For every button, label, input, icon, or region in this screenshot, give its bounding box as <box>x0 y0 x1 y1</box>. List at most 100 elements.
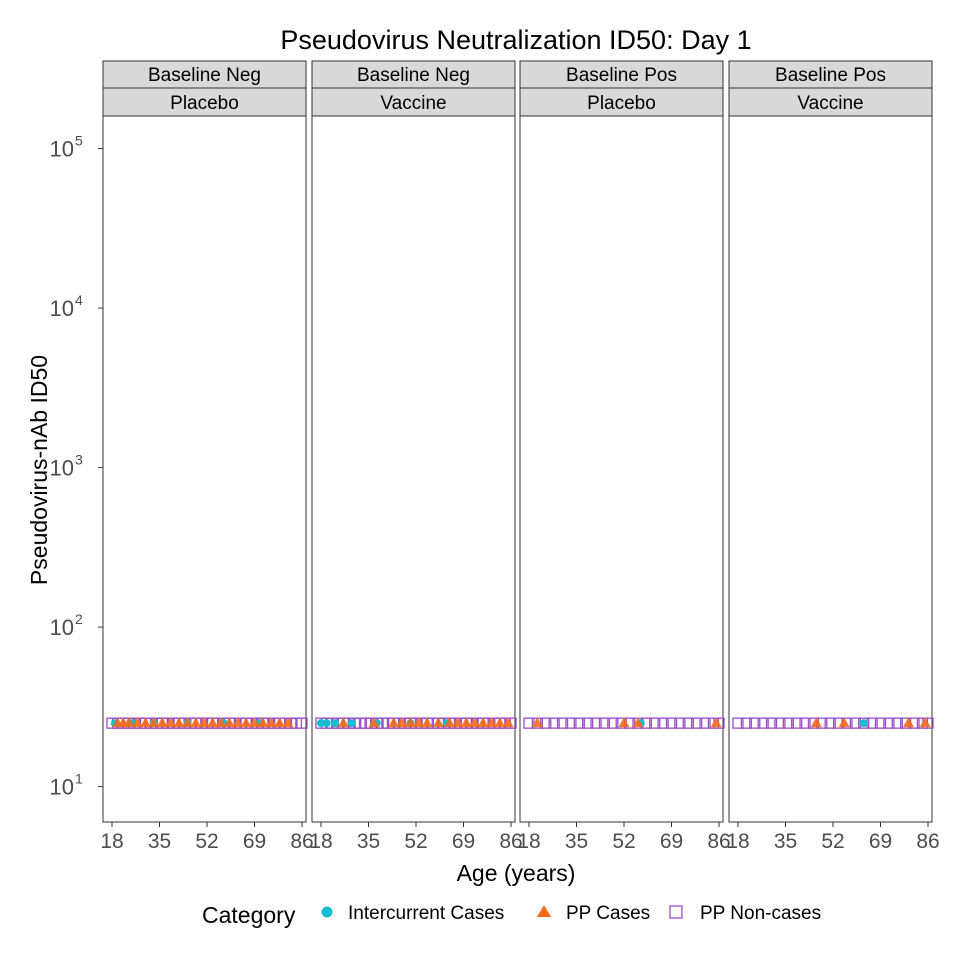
strip-top-box <box>519 60 724 89</box>
x-tick-label: 52 <box>821 830 844 853</box>
legend-title: Category <box>202 902 296 928</box>
x-axis-title: Age (years) <box>457 860 576 886</box>
strip-bottom-label: Placebo <box>170 93 239 114</box>
x-tick-label: 52 <box>404 830 427 853</box>
x-tick-label: 18 <box>309 830 332 853</box>
x-tick-label: 86 <box>499 830 522 853</box>
pp-case-point <box>404 717 416 728</box>
panel-plot-area <box>519 115 724 823</box>
x-tick-label: 35 <box>774 830 797 853</box>
pp-noncase-point <box>757 717 769 729</box>
pp-case-point <box>265 717 277 728</box>
x-tick-label: 69 <box>869 830 892 853</box>
intercurrent-point <box>330 719 339 728</box>
pp-noncase-point <box>799 717 811 729</box>
strip-bottom-label: Vaccine <box>380 93 446 114</box>
panel-4: Baseline Pos Vaccine 18 35 52 69 86 <box>726 60 940 853</box>
pp-noncase-point <box>582 717 594 729</box>
x-tick-label: 18 <box>726 830 749 853</box>
pp-case-point <box>282 717 294 728</box>
legend-intercurrent-icon <box>321 906 333 918</box>
pp-noncase-point <box>749 717 761 729</box>
panel-plot-area <box>728 115 933 823</box>
y-tick-base: 10 <box>50 456 74 481</box>
pp-noncase-point <box>858 717 870 729</box>
pp-case-point <box>207 717 219 728</box>
pp-case-point <box>198 717 210 728</box>
pp-noncase-point <box>791 717 803 729</box>
pp-noncase-point <box>523 717 535 729</box>
x-tick-label: 86 <box>916 830 939 853</box>
strip-top-box <box>311 60 516 89</box>
pp-noncase-point <box>690 717 703 729</box>
pp-case-point <box>368 717 380 728</box>
pp-noncase-point <box>874 717 887 729</box>
x-tick-label: 18 <box>100 830 123 853</box>
y-axis-title: Pseudovirus-nAb ID50 <box>26 355 52 585</box>
pp-case-point <box>223 717 235 728</box>
pp-case-point <box>919 717 931 728</box>
pp-case-point <box>140 717 152 728</box>
strip-top-label: Baseline Neg <box>357 65 470 86</box>
y-tick-exponent: 3 <box>75 452 83 468</box>
y-tick-exponent: 1 <box>75 771 83 787</box>
pp-case-point <box>148 717 160 728</box>
pp-case-point <box>240 717 252 728</box>
pp-noncase-point <box>548 717 560 729</box>
pp-noncase-point <box>674 717 686 729</box>
y-tick-exponent: 2 <box>75 611 83 627</box>
pp-case-point <box>531 717 543 728</box>
pp-case-point <box>421 717 433 728</box>
pp-case-point <box>274 717 286 728</box>
legend: Category Intercurrent Cases PP Cases PP No… <box>202 902 821 928</box>
panel-2: Baseline Neg Vaccine 18 35 52 69 86 <box>309 60 523 853</box>
pp-noncase-point <box>699 717 711 729</box>
pp-case-point <box>131 717 143 728</box>
pp-case-point <box>810 717 822 728</box>
pp-noncase-point <box>891 717 903 729</box>
x-tick-label: 18 <box>517 830 540 853</box>
pp-case-point <box>173 717 185 728</box>
pp-noncase-point <box>607 717 619 729</box>
pp-noncase-point <box>598 717 611 729</box>
pp-noncase-point <box>682 717 694 729</box>
pp-case-point <box>902 717 914 728</box>
x-tick-label: 52 <box>195 830 218 853</box>
pp-case-point <box>494 717 506 728</box>
pp-case-point <box>232 717 244 728</box>
x-tick-label: 52 <box>612 830 635 853</box>
pp-case-point <box>257 717 269 728</box>
strip-top-label: Baseline Pos <box>775 65 886 86</box>
strip-bottom-label: Vaccine <box>797 93 863 114</box>
pp-noncase-point <box>590 717 602 729</box>
y-tick-exponent: 4 <box>75 292 83 308</box>
pp-case-point <box>123 717 135 728</box>
pp-case-point <box>460 717 472 728</box>
y-tick-base: 10 <box>50 296 74 321</box>
panel-3: Baseline Pos Placebo 18 35 52 69 86 <box>517 60 731 853</box>
pp-case-point <box>413 717 425 728</box>
pp-case-point <box>452 717 464 728</box>
pp-case-point <box>632 717 644 728</box>
pp-case-point <box>388 717 400 728</box>
pp-case-point <box>469 717 481 728</box>
pp-noncase-point <box>765 717 778 729</box>
pp-case-point <box>432 717 444 728</box>
strip-top-box <box>102 60 307 89</box>
pp-case-point <box>444 717 456 728</box>
pp-noncase-point <box>774 717 786 729</box>
pp-noncase-point <box>665 717 678 729</box>
strip-bottom-label: Placebo <box>587 93 656 114</box>
x-tick-label: 69 <box>660 830 683 853</box>
x-tick-label: 35 <box>148 830 171 853</box>
pp-noncase-point <box>540 717 552 729</box>
x-tick-label: 69 <box>452 830 475 853</box>
legend-label: PP Cases <box>566 903 650 924</box>
y-tick-exponent: 5 <box>75 133 83 149</box>
pp-noncase-point <box>573 717 585 729</box>
pp-case-point <box>249 717 260 728</box>
pp-noncase-point <box>556 717 569 729</box>
